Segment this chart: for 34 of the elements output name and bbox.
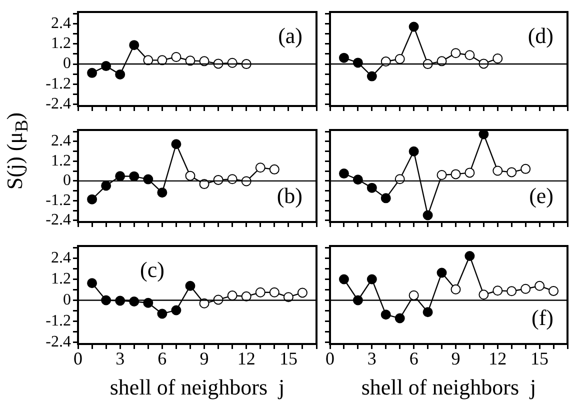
- annotation: (f): [532, 304, 554, 330]
- annotation: (b): [276, 182, 302, 208]
- y-tick-label: -2.4: [46, 333, 71, 350]
- y-tick-label: -2.4: [46, 212, 71, 229]
- x-tick-label: 15: [279, 348, 298, 369]
- y-tick-label: 1.2: [51, 35, 71, 52]
- annotation: (c): [140, 256, 164, 282]
- y-tick-label: 0: [63, 55, 71, 72]
- y-tick-label: -1.2: [46, 312, 71, 330]
- y-tick-label: 0: [63, 291, 71, 308]
- x-tick-label: 6: [409, 348, 418, 369]
- annotation: (a): [278, 22, 302, 48]
- x-tick-label: 9: [451, 348, 460, 369]
- y-tick-label: 0: [63, 172, 71, 190]
- x-tick-label: 15: [530, 348, 549, 369]
- annotation: (d): [528, 22, 554, 48]
- x-tick-label: 9: [200, 348, 209, 369]
- x-tick-label: 6: [158, 348, 167, 369]
- x-tick-label: 3: [116, 348, 125, 369]
- x-tick-label: 12: [237, 348, 256, 369]
- y-tick-label: -1.2: [46, 192, 71, 209]
- annotation: (e): [529, 182, 554, 208]
- x-axis-title: shell of neighbors j: [361, 374, 536, 400]
- y-tick-label: 1.2: [51, 152, 71, 170]
- x-axis-title: shell of neighbors j: [110, 374, 285, 400]
- x-tick-label: 0: [326, 348, 334, 369]
- x-tick-label: 12: [488, 348, 507, 369]
- y-tick-label: 2.4: [51, 14, 71, 32]
- x-tick-label: 3: [367, 348, 376, 369]
- y-tick-label: -2.4: [46, 96, 71, 113]
- y-tick-label: 1.2: [51, 270, 71, 288]
- y-tick-label: 2.4: [51, 132, 71, 150]
- y-tick-label: 2.4: [51, 249, 71, 266]
- y-tick-label: -1.2: [46, 75, 71, 92]
